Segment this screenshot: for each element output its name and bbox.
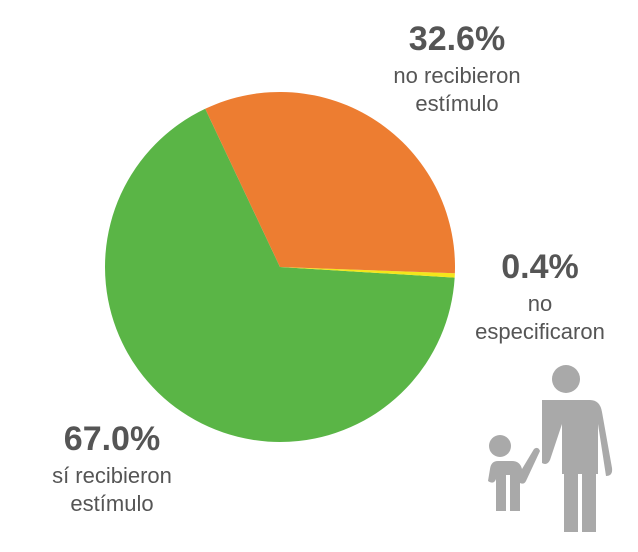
family-icon <box>488 365 613 532</box>
value-label: 67.0% <box>63 420 161 458</box>
category-label: no recibieron estímulo <box>393 63 521 116</box>
value-label: 32.6% <box>408 20 506 58</box>
pie-slice <box>104 108 455 442</box>
value-label: 0.4% <box>501 248 579 286</box>
category-label: no especificaron <box>475 291 605 344</box>
pie-slice <box>205 91 455 274</box>
pie-slice <box>280 267 455 278</box>
category-label: sí recibieron estímulo <box>52 463 172 516</box>
